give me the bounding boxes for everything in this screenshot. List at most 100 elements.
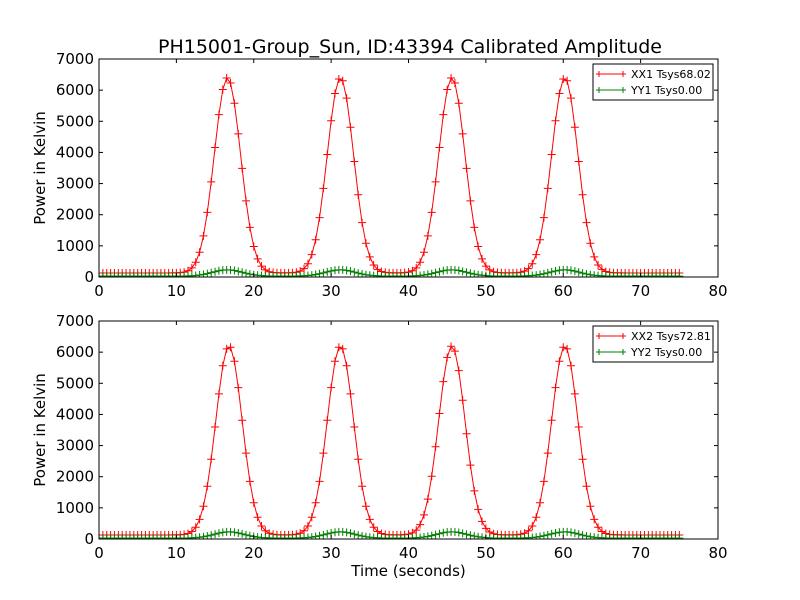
data-point [315, 477, 324, 486]
data-point [226, 265, 235, 274]
data-point [547, 267, 556, 276]
data-point [454, 528, 463, 537]
data-point [423, 532, 432, 539]
data-point [578, 531, 587, 539]
data-point [354, 190, 363, 199]
y-tick-label: 1000 [56, 237, 94, 255]
data-point [257, 262, 266, 271]
data-point [307, 513, 316, 522]
chart-panel-top: 0 10 20 30 40 50 60 70 80 0 1000 2000 3000 4000 5000 60… [31, 50, 728, 300]
data-point [536, 532, 545, 539]
data-point [412, 263, 421, 272]
data-point [342, 266, 351, 275]
data-point [435, 409, 444, 418]
data-point [563, 344, 572, 353]
data-point [586, 532, 595, 539]
data-point [222, 74, 231, 83]
data-point [447, 342, 456, 351]
x-axis-label: Time (seconds) [350, 562, 466, 580]
data-point [458, 529, 467, 538]
y-axis-label: Power in Kelvin [31, 111, 49, 225]
data-point [532, 271, 541, 277]
legend-entry-label: YY2 Tsys0.00 [630, 346, 702, 359]
legend: XX1 Tsys68.02 YY1 Tsys0.00 [592, 63, 714, 101]
data-point [443, 353, 452, 362]
data-point [207, 268, 216, 277]
data-point [427, 472, 436, 481]
data-point [218, 361, 227, 370]
data-point [203, 208, 212, 217]
y-tick-label: 5000 [56, 112, 94, 130]
data-point [350, 157, 359, 166]
y-tick-label: 3000 [56, 437, 94, 455]
data-point [536, 498, 545, 507]
data-point [586, 502, 595, 511]
data-point [303, 522, 312, 531]
x-tick-label: 0 [94, 544, 104, 562]
data-point [582, 482, 591, 491]
data-point [203, 269, 212, 277]
data-point [334, 75, 343, 84]
data-point [249, 498, 258, 507]
data-point [361, 239, 370, 248]
data-point [226, 79, 235, 88]
data-point [327, 383, 336, 392]
data-point [323, 529, 332, 538]
x-tick-label: 30 [322, 282, 341, 300]
data-point [369, 523, 378, 532]
x-tick-label: 10 [167, 544, 186, 562]
data-point [245, 477, 254, 486]
data-point [563, 76, 572, 85]
data-point [311, 532, 320, 539]
data-point [361, 502, 370, 511]
data-point [238, 529, 247, 538]
data-point [590, 252, 599, 261]
data-point [450, 265, 459, 274]
data-point [230, 266, 239, 275]
x-tick-label: 60 [554, 544, 573, 562]
data-point [458, 129, 467, 138]
data-point [234, 129, 243, 138]
data-point [315, 213, 324, 222]
data-point [574, 268, 583, 277]
data-point [311, 270, 320, 277]
data-point [207, 531, 216, 539]
data-point [524, 526, 533, 535]
data-point [319, 449, 328, 458]
data-point [466, 461, 475, 470]
data-point [211, 423, 220, 432]
data-point [245, 531, 254, 539]
data-point [226, 343, 235, 352]
data-point [319, 530, 328, 539]
data-point [559, 75, 568, 84]
y-tick-label: 6000 [56, 343, 94, 361]
data-point [478, 517, 487, 526]
data-point [555, 89, 564, 98]
data-point [338, 344, 347, 353]
legend-entry-label: XX2 Tsys72.81 [631, 330, 711, 343]
data-point [319, 268, 328, 277]
x-tick-label: 50 [476, 282, 495, 300]
data-point [454, 99, 463, 108]
x-tick-label: 40 [399, 544, 418, 562]
data-point [199, 231, 208, 240]
data-point [539, 477, 548, 486]
data-point [195, 271, 204, 277]
data-point [234, 528, 243, 537]
data-point [458, 396, 467, 405]
data-point [431, 442, 440, 451]
data-point [214, 389, 223, 398]
data-point [365, 252, 374, 261]
data-point [342, 94, 351, 103]
data-point [439, 528, 448, 537]
x-tick-label: 20 [244, 282, 263, 300]
x-tick-label: 70 [631, 282, 650, 300]
data-point [524, 264, 533, 273]
data-point [230, 357, 239, 366]
data-point [578, 190, 587, 199]
data-point [551, 266, 560, 275]
data-point [230, 99, 239, 108]
data-point [249, 242, 258, 251]
data-point [462, 429, 471, 438]
data-point [566, 528, 575, 537]
